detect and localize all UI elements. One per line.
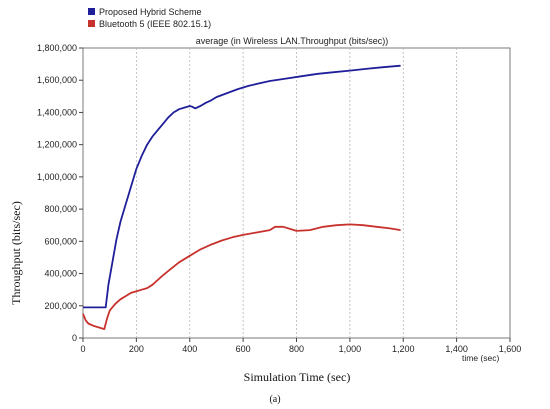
figure-caption: (a) [269, 394, 280, 405]
x-tick-label: 1,600 [499, 344, 522, 354]
y-tick-label: 400,000 [44, 269, 77, 279]
x-axis-title: Simulation Time (sec) [244, 370, 351, 384]
x-axis-ticks: 0 200 400 600 800 1,000 1,200 1,400 1,600 [80, 338, 521, 354]
series-line-hybrid [83, 64, 401, 309]
y-tick-label: 200,000 [44, 301, 77, 311]
x-tick-label: 600 [236, 344, 251, 354]
series-lines [82, 64, 401, 331]
series-line-bluetooth [82, 223, 401, 331]
x-tick-label: 1,200 [392, 344, 415, 354]
x-tick-label: 200 [129, 344, 144, 354]
plot-title: average (in Wireless LAN.Throughput (bit… [196, 36, 389, 46]
x-tick-label: 800 [289, 344, 304, 354]
x-tick-label: 400 [182, 344, 197, 354]
legend-swatch-bluetooth [88, 20, 95, 27]
grid-lines [135, 48, 458, 338]
x-tick-label: 1,000 [339, 344, 362, 354]
y-tick-label: 1,400,000 [37, 107, 77, 117]
x-tick-label: 0 [80, 344, 85, 354]
x-axis-unit-label: time (sec) [462, 353, 499, 363]
y-axis-ticks: 0 200,000 400,000 600,000 800,000 1,000,000 1,… [37, 43, 83, 343]
legend-swatch-hybrid [88, 8, 95, 15]
y-tick-label: 1,200,000 [37, 140, 77, 150]
legend: Proposed Hybrid Scheme Bluetooth 5 (IEEE… [88, 7, 211, 29]
legend-label-hybrid: Proposed Hybrid Scheme [99, 7, 202, 17]
y-tick-label: 1,000,000 [37, 172, 77, 182]
y-tick-label: 1,800,000 [37, 43, 77, 53]
y-tick-label: 1,600,000 [37, 75, 77, 85]
legend-label-bluetooth: Bluetooth 5 (IEEE 802.15.1) [99, 19, 211, 29]
y-axis-title: Throughput (bits/sec) [9, 201, 23, 305]
y-tick-label: 800,000 [44, 204, 77, 214]
y-tick-label: 0 [72, 333, 77, 343]
y-tick-label: 600,000 [44, 236, 77, 246]
x-tick-label: 1,400 [445, 344, 468, 354]
